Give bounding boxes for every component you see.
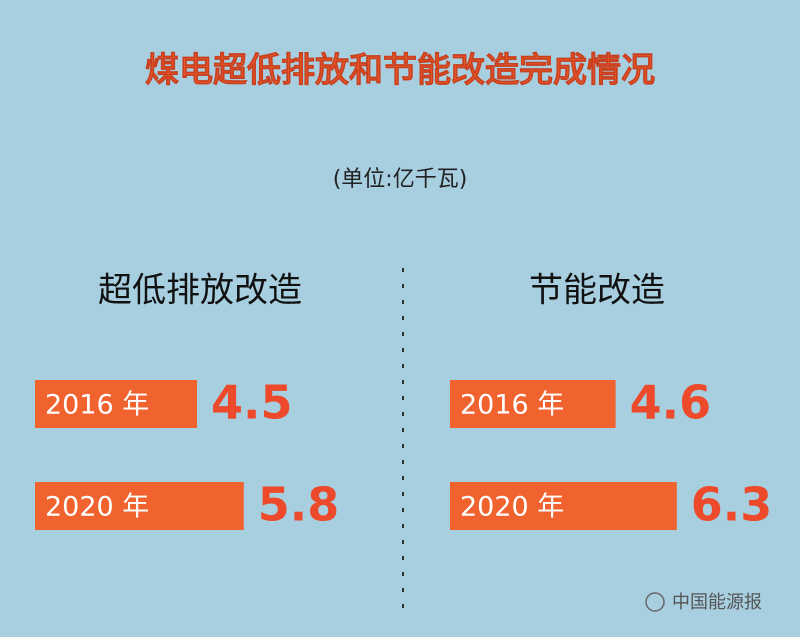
category-label: 2016 年 [45,390,149,421]
panel-title: 节能改造 [529,271,665,311]
bar [450,482,677,530]
category-label: 2020 年 [45,492,149,523]
watermark-icon [645,592,665,612]
value-label: 5.8 [258,478,340,532]
bar [450,380,616,428]
watermark: 中国能源报 [645,592,762,613]
category-label: 2016 年 [460,390,564,421]
category-label: 2020 年 [460,492,564,523]
bar [35,482,244,530]
panel-title: 超低排放改造 [98,271,302,311]
watermark-text: 中国能源报 [672,592,762,613]
bar [35,380,197,428]
value-label: 4.5 [211,376,293,430]
title: 煤电超低排放和节能改造完成情况 [145,51,655,91]
value-label: 4.6 [630,376,712,430]
unit: (单位:亿千瓦) [333,167,468,192]
value-label: 6.3 [691,478,773,532]
